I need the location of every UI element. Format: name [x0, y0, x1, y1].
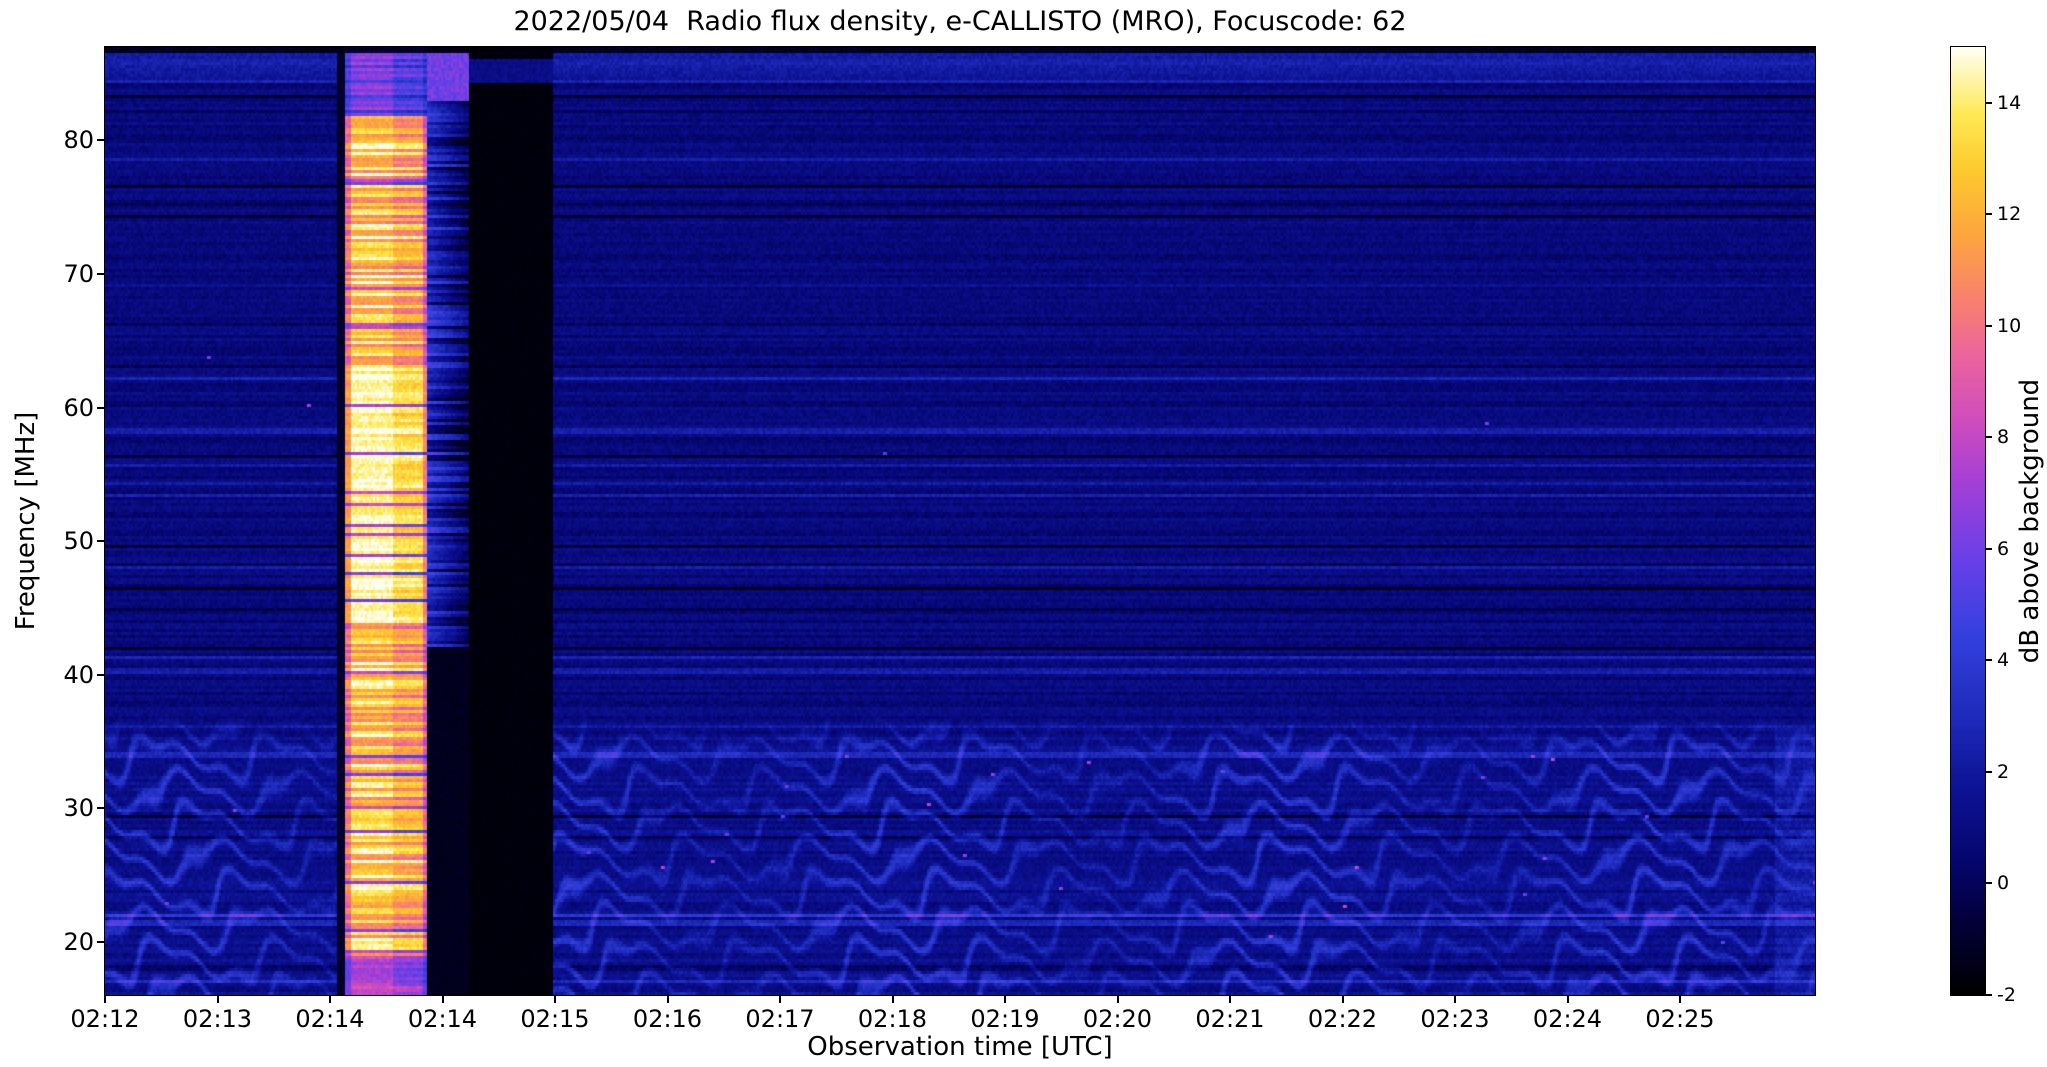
y-axis-label: Frequency [MHz] — [11, 411, 41, 631]
colorbar-tick-mark — [1986, 436, 1992, 439]
x-tick-label: 02:16 — [632, 1005, 703, 1033]
x-tick-label: 02:13 — [182, 1005, 253, 1033]
y-tick-label: 70 — [63, 259, 94, 288]
x-tick-label: 02:14 — [295, 1005, 365, 1033]
x-tick-label: 02:14 — [407, 1005, 478, 1033]
x-tick-mark — [1454, 996, 1456, 1003]
chart-title: 2022/05/04 Radio flux density, e-CALLIST… — [513, 6, 1407, 37]
x-axis-label: Observation time [UTC] — [807, 1032, 1113, 1062]
x-tick-label: 02:21 — [1195, 1005, 1265, 1033]
colorbar-tick-label: 4 — [1997, 649, 2010, 672]
x-tick-label: 02:23 — [1420, 1005, 1490, 1033]
colorbar-label: dB above background — [2015, 378, 2045, 664]
x-tick-label: 02:15 — [520, 1005, 590, 1033]
x-tick-mark — [441, 996, 444, 1003]
x-tick-label: 02:18 — [857, 1005, 928, 1033]
x-tick-mark — [1116, 996, 1119, 1003]
x-tick-mark — [554, 996, 556, 1003]
colorbar-tick-mark — [1986, 324, 1992, 327]
x-tick-mark — [779, 996, 781, 1003]
y-tick-label: 40 — [63, 660, 94, 689]
colorbar-gradient-canvas — [1951, 47, 1985, 995]
y-tick-label: 80 — [63, 126, 94, 155]
x-tick-label: 02:25 — [1645, 1005, 1715, 1033]
spectrogram-canvas — [105, 47, 1815, 995]
y-tick-label: 30 — [63, 794, 94, 823]
x-tick-mark — [104, 996, 106, 1003]
colorbar-tick-label: -2 — [1997, 984, 2016, 1006]
y-tick-mark — [97, 673, 104, 676]
colorbar-tick-mark — [1986, 659, 1992, 662]
colorbar-tick-mark — [1986, 994, 1992, 996]
x-tick-mark — [329, 996, 331, 1003]
x-tick-label: 02:19 — [970, 1005, 1040, 1033]
x-tick-label: 02:20 — [1082, 1005, 1153, 1033]
x-tick-mark — [666, 996, 669, 1003]
x-tick-mark — [1566, 996, 1569, 1003]
x-tick-mark — [1229, 996, 1231, 1003]
x-tick-label: 02:22 — [1307, 1005, 1378, 1033]
colorbar-tick-mark — [1986, 882, 1992, 885]
y-tick-mark — [97, 139, 104, 142]
colorbar-tick-mark — [1986, 547, 1992, 550]
colorbar-tick-label: 12 — [1997, 203, 2022, 226]
y-tick-label: 60 — [63, 393, 94, 422]
x-tick-mark — [1004, 996, 1006, 1003]
y-tick-mark — [97, 940, 104, 943]
colorbar-tick-mark — [1986, 101, 1992, 104]
colorbar-tick-label: 0 — [1997, 872, 2010, 895]
y-tick-mark — [97, 540, 104, 543]
colorbar — [1950, 46, 1986, 996]
y-tick-mark — [97, 807, 104, 810]
colorbar-tick-label: 8 — [1997, 426, 2010, 449]
colorbar-tick-mark — [1986, 213, 1992, 216]
y-tick-mark — [97, 406, 104, 409]
y-tick-label: 20 — [63, 927, 94, 956]
plot-area — [104, 46, 1816, 996]
colorbar-tick-label: 2 — [1997, 760, 2010, 783]
colorbar-tick-mark — [1986, 770, 1992, 773]
y-tick-label: 50 — [63, 527, 94, 556]
x-tick-mark — [1341, 996, 1344, 1003]
x-tick-label: 02:24 — [1532, 1005, 1603, 1033]
colorbar-tick-label: 10 — [1997, 314, 2022, 337]
x-tick-mark — [891, 996, 894, 1003]
colorbar-tick-label: 14 — [1997, 91, 2022, 114]
x-tick-label: 02:12 — [70, 1005, 140, 1033]
colorbar-tick-label: 6 — [1997, 537, 2010, 560]
x-tick-mark — [1679, 996, 1681, 1003]
x-tick-label: 02:17 — [745, 1005, 815, 1033]
y-tick-mark — [97, 272, 104, 275]
x-tick-mark — [216, 996, 219, 1003]
